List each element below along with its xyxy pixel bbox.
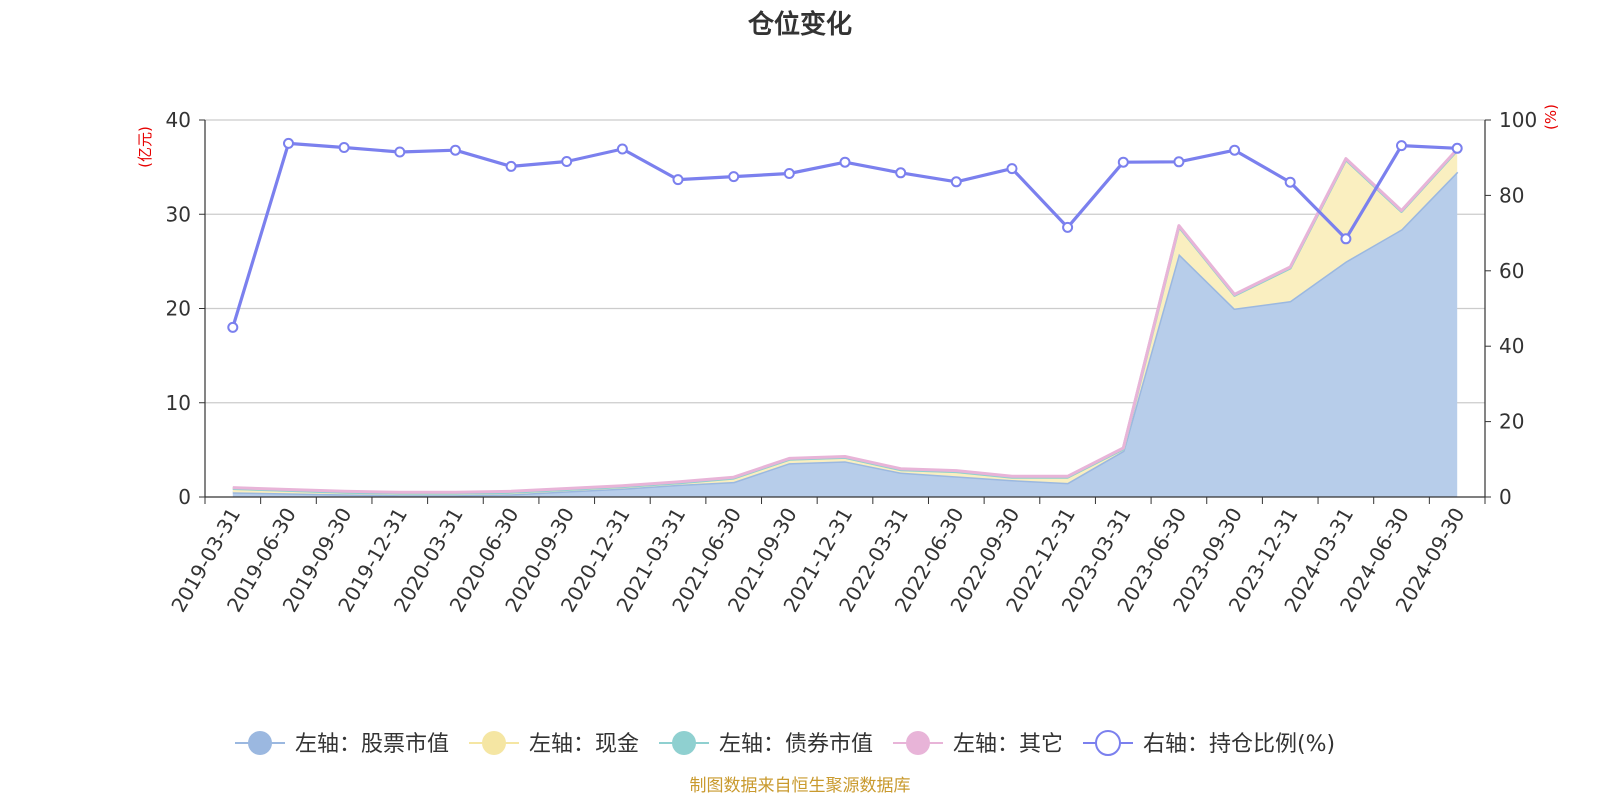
data-point bbox=[1284, 176, 1296, 188]
data-point bbox=[950, 176, 962, 188]
data-point bbox=[1117, 156, 1129, 168]
legend-label: 左轴：股票市值 bbox=[295, 732, 449, 757]
right-axis-unit: (%) bbox=[1542, 104, 1560, 130]
right-axis-tick-label: 0 bbox=[1499, 485, 1512, 509]
data-point bbox=[616, 143, 628, 155]
data-point bbox=[672, 174, 684, 186]
right-axis-tick-label: 40 bbox=[1499, 334, 1524, 358]
data-point bbox=[1451, 142, 1463, 154]
left-axis-tick-label: 10 bbox=[166, 391, 191, 415]
legend-item[interactable]: 左轴：股票市值 bbox=[235, 731, 449, 757]
data-point bbox=[783, 168, 795, 179]
data-point bbox=[1229, 144, 1241, 156]
line-series bbox=[227, 137, 1463, 333]
data-point bbox=[1006, 163, 1018, 175]
area-fill bbox=[232, 150, 1458, 496]
data-point bbox=[227, 321, 239, 333]
data-point bbox=[505, 160, 517, 172]
legend-label: 左轴：其它 bbox=[953, 732, 1063, 757]
data-point bbox=[283, 137, 294, 149]
data-point bbox=[839, 156, 851, 168]
legend-marker-icon bbox=[248, 731, 272, 755]
legend-item[interactable]: 左轴：债券市值 bbox=[659, 731, 873, 757]
area-fill bbox=[232, 171, 1458, 498]
data-point bbox=[1062, 221, 1074, 233]
right-axis-tick-label: 20 bbox=[1499, 410, 1524, 434]
data-point bbox=[728, 171, 740, 183]
left-axis-tick-label: 0 bbox=[178, 485, 191, 509]
legend-label: 右轴：持仓比例(%) bbox=[1143, 732, 1335, 757]
legend-marker-icon bbox=[1095, 730, 1121, 756]
data-point bbox=[561, 156, 573, 167]
legend-item[interactable]: 右轴：持仓比例(%) bbox=[1083, 730, 1335, 757]
legend-item[interactable]: 左轴：现金 bbox=[469, 731, 639, 757]
legend-label: 左轴：债券市值 bbox=[719, 732, 873, 757]
data-point bbox=[394, 146, 406, 158]
data-point bbox=[1173, 156, 1185, 168]
data-source-note: 制图数据来自恒生聚源数据库 bbox=[690, 776, 911, 796]
data-point bbox=[895, 167, 907, 179]
area-edge-line bbox=[232, 148, 1459, 494]
legend-item[interactable]: 左轴：其它 bbox=[893, 731, 1063, 757]
left-axis-tick-label: 30 bbox=[166, 202, 191, 226]
legend-marker-icon bbox=[906, 731, 930, 755]
left-axis-tick-label: 40 bbox=[166, 108, 191, 132]
left-axis-tick-label: 20 bbox=[166, 297, 191, 321]
legend-marker-icon bbox=[672, 731, 696, 755]
right-axis-tick-label: 80 bbox=[1499, 183, 1524, 207]
legend-marker-icon bbox=[482, 731, 506, 755]
right-axis-tick-label: 60 bbox=[1499, 259, 1524, 283]
chart-title: 仓位变化 bbox=[747, 9, 852, 40]
data-point bbox=[449, 144, 461, 156]
left-axis-unit: (亿元) bbox=[136, 126, 154, 168]
area-series bbox=[232, 148, 1459, 498]
data-point bbox=[1396, 140, 1407, 152]
legend: 左轴：股票市值 左轴：现金 左轴：债券市值 左轴：其它 右轴：持仓比例(%) bbox=[235, 730, 1335, 757]
data-point bbox=[1340, 233, 1352, 245]
data-point bbox=[338, 142, 350, 153]
legend-label: 左轴：现金 bbox=[529, 732, 639, 757]
right-axis-tick-label: 100 bbox=[1499, 108, 1537, 132]
